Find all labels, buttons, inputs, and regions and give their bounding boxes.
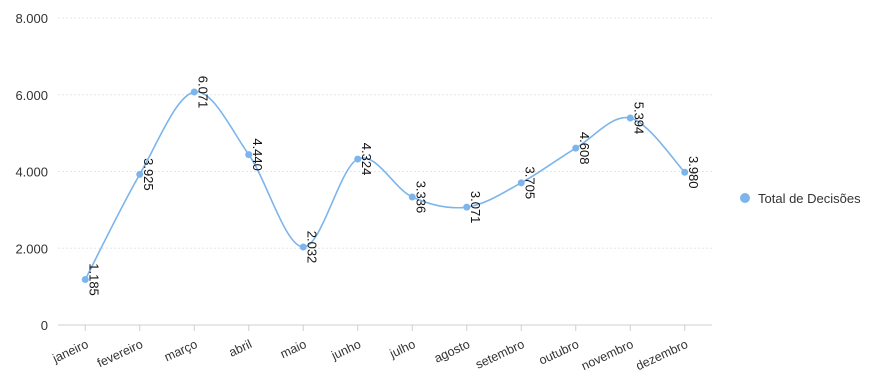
data-point[interactable] <box>190 88 198 96</box>
data-label: 3.705 <box>522 167 537 200</box>
data-label: 3.980 <box>686 156 701 189</box>
data-label: 1.185 <box>86 263 101 296</box>
data-point[interactable] <box>245 151 253 159</box>
data-label: 4.440 <box>250 138 265 171</box>
y-tick-label: 4.000 <box>15 165 48 180</box>
data-label-layer: 1.185 3.925 6.071 4.440 2.032 4.324 3.336 3.071… <box>86 76 701 296</box>
data-point[interactable] <box>408 193 416 201</box>
data-point[interactable] <box>626 114 634 122</box>
x-tick-label: setembro <box>473 337 526 372</box>
axis-layer: 0 2.000 4.000 6.000 8.000 janeiro fevereiro mar… <box>15 11 712 373</box>
data-label: 3.336 <box>413 181 428 214</box>
y-tick-label: 6.000 <box>15 88 48 103</box>
x-tick-label: dezembro <box>634 337 690 373</box>
legend-label[interactable]: Total de Decisões <box>758 191 861 206</box>
y-tick-label: 2.000 <box>15 241 48 256</box>
data-point[interactable] <box>354 155 362 163</box>
legend[interactable]: Total de Decisões <box>740 191 861 206</box>
data-label: 3.071 <box>468 191 483 224</box>
data-point[interactable] <box>299 243 307 251</box>
x-tick-label: novembro <box>579 337 635 373</box>
data-label: 5.394 <box>631 102 646 135</box>
data-label: 4.324 <box>359 143 374 176</box>
grid-layer <box>58 17 712 249</box>
x-tick-label: maio <box>278 337 309 361</box>
y-tick-label: 0 <box>41 318 48 333</box>
y-tick-label: 8.000 <box>15 11 48 26</box>
data-point[interactable] <box>463 203 471 211</box>
data-label: 6.071 <box>195 76 210 109</box>
x-tick-label: agosto <box>432 337 472 366</box>
legend-marker[interactable] <box>740 193 750 203</box>
series-line <box>84 91 686 280</box>
data-point[interactable] <box>81 276 89 284</box>
data-label: 2.032 <box>304 231 319 264</box>
x-tick-label: março <box>162 337 199 364</box>
x-tick-label: outubro <box>537 337 581 368</box>
data-point[interactable] <box>517 179 525 187</box>
x-tick-label: julho <box>387 337 418 361</box>
x-tick-label: junho <box>328 337 363 363</box>
data-point[interactable] <box>572 144 580 152</box>
data-label: 3.925 <box>141 158 156 191</box>
x-tick-label: fevereiro <box>95 337 145 370</box>
data-label: 4.608 <box>577 132 592 165</box>
x-tick-label: abril <box>227 337 254 360</box>
data-point[interactable] <box>681 168 689 176</box>
x-tick-label: janeiro <box>50 337 91 366</box>
data-point[interactable] <box>136 170 144 178</box>
series-layer <box>81 88 689 284</box>
